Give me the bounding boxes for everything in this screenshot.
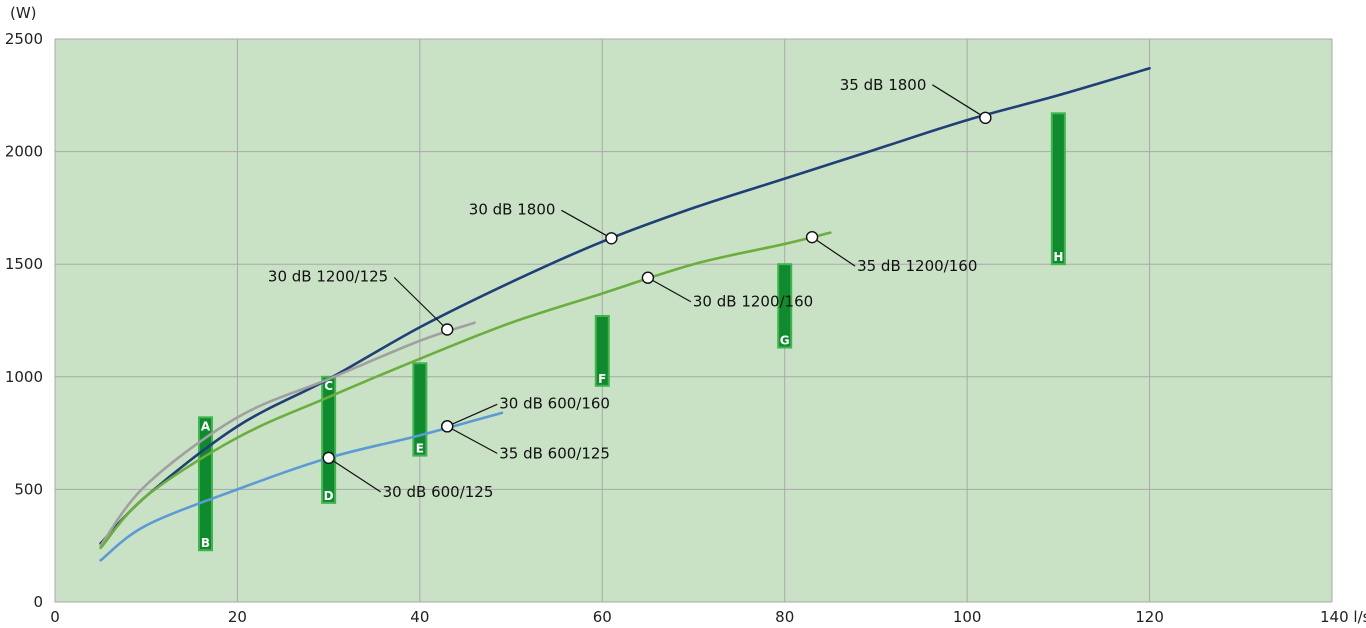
series-line <box>99 411 504 562</box>
annotation-label: 30 dB 1200/160 <box>693 293 813 311</box>
y-tick-label: 1500 <box>5 255 43 273</box>
leader-line <box>328 457 381 493</box>
y-tick-label: 500 <box>14 480 43 498</box>
annotation-label: 35 dB 1800 <box>840 76 927 94</box>
marker-point <box>805 230 819 244</box>
y-tick-label: 1000 <box>5 368 43 386</box>
markers <box>322 111 992 465</box>
annotation-label: 30 dB 600/125 <box>383 483 494 501</box>
plot-area <box>55 39 1332 602</box>
bar <box>321 375 337 504</box>
series-line <box>99 321 476 547</box>
bar-label: D <box>324 489 334 503</box>
bar-label: F <box>598 372 606 386</box>
x-tick-label: 0 <box>50 608 60 626</box>
lines <box>99 66 1151 562</box>
x-tick-label: 140 l/s <box>1320 608 1366 626</box>
annotation-label: 30 dB 600/160 <box>499 394 610 412</box>
bar-label: C <box>324 379 333 393</box>
x-tick-label: 40 <box>410 608 429 626</box>
x-tick-label: 100 <box>953 608 982 626</box>
leader-line <box>446 425 498 454</box>
y-tick-label: 2500 <box>5 30 43 48</box>
bar <box>777 263 793 349</box>
x-tick-label: 60 <box>593 608 612 626</box>
marker-point <box>441 420 454 433</box>
x-tick-label: 120 <box>1135 608 1164 626</box>
bar-label: G <box>780 334 790 348</box>
leader-line <box>811 236 856 267</box>
axis-ticks: 0 20 40 60 80 100 120 140 l/s 0 500 1000 1500 2000 25… <box>5 30 1366 626</box>
y-unit-label: (W) <box>10 4 37 22</box>
leader-line <box>647 277 692 303</box>
series-line <box>99 231 832 550</box>
bar <box>1050 112 1066 266</box>
bars: A B C D E F G H <box>198 112 1066 552</box>
grid <box>54 38 1333 603</box>
leader-lines <box>328 84 986 493</box>
leader-line <box>561 209 612 239</box>
bar-label: A <box>201 419 211 433</box>
marker-point <box>641 271 655 284</box>
annotations: 35 dB 1800 30 dB 1800 30 dB 1200/125 35 dB … <box>268 76 977 501</box>
leader-line <box>393 277 448 330</box>
annotation-label: 30 dB 1200/125 <box>268 268 388 286</box>
bar-label: B <box>201 536 210 550</box>
annotation-label: 30 dB 1800 <box>469 200 556 218</box>
marker-point <box>979 111 992 125</box>
leader-line <box>932 84 986 119</box>
x-tick-label: 20 <box>228 608 247 626</box>
bar <box>412 362 428 457</box>
y-tick-label: 2000 <box>5 143 43 161</box>
series-line <box>99 66 1151 545</box>
marker-point <box>322 451 335 465</box>
bar <box>594 314 610 387</box>
x-tick-label: 80 <box>775 608 794 626</box>
marker-point <box>605 232 618 245</box>
bar-label: H <box>1053 250 1063 264</box>
leader-line <box>446 403 498 427</box>
bar-label: E <box>416 442 424 456</box>
y-tick-label: 0 <box>33 593 43 611</box>
marker-point <box>441 323 454 336</box>
annotation-label: 35 dB 1200/160 <box>857 257 977 275</box>
annotation-label: 35 dB 600/125 <box>499 444 610 462</box>
